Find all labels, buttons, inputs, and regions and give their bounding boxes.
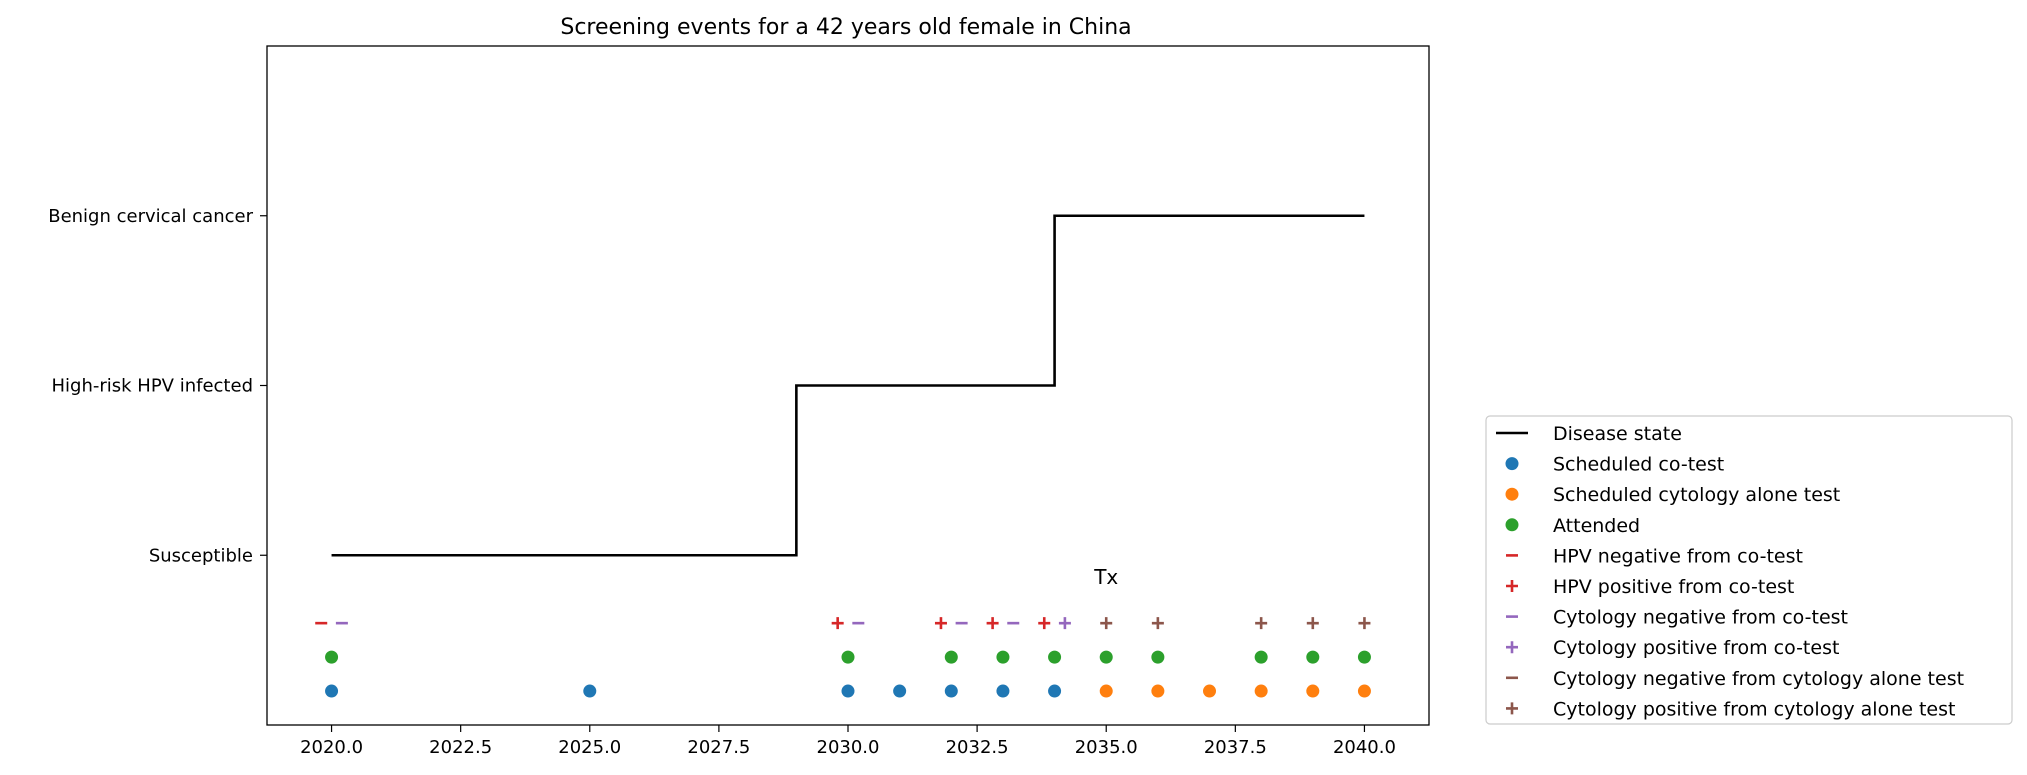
legend-marker-hpv-positive-from-co-test bbox=[1506, 580, 1518, 592]
legend-label-cytology-negative-from-cytology-alone-test: Cytology negative from cytology alone te… bbox=[1553, 668, 1964, 690]
point-hpv-positive-from-co-test bbox=[831, 617, 844, 630]
legend-label-cytology-negative-from-co-test: Cytology negative from co-test bbox=[1553, 607, 1848, 629]
point-attended bbox=[996, 650, 1010, 664]
point-hpv-positive-from-co-test bbox=[934, 617, 947, 630]
legend-marker-attended bbox=[1505, 518, 1519, 532]
legend-label-scheduled-cytology-alone-test: Scheduled cytology alone test bbox=[1553, 484, 1840, 506]
series-line-disease-state bbox=[331, 214, 1365, 557]
point-cytology-positive-from-cytology-alone-test bbox=[1358, 617, 1371, 630]
x-tick-label: 2022.5 bbox=[429, 737, 492, 758]
point-attended bbox=[841, 650, 855, 664]
chart-title: Screening events for a 42 years old fema… bbox=[560, 15, 1131, 40]
x-tick-label: 2040.0 bbox=[1333, 737, 1396, 758]
point-scheduled-co-test bbox=[1048, 684, 1062, 698]
plot-area: 2020.0 2022.5 2025.0 2027.5 2030.0 2032.5 2035… bbox=[48, 206, 1396, 758]
legend-label-disease-state: Disease state bbox=[1553, 423, 1682, 445]
point-cytology-positive-from-cytology-alone-test bbox=[1306, 617, 1319, 630]
y-tick-label: Benign cervical cancer bbox=[48, 206, 253, 227]
x-tick-label: 2035.0 bbox=[1075, 737, 1138, 758]
point-attended bbox=[1306, 650, 1320, 664]
point-scheduled-cytology-alone-test bbox=[1099, 684, 1113, 698]
point-hpv-positive-from-co-test bbox=[986, 617, 999, 630]
x-tick-label: 2025.0 bbox=[558, 737, 621, 758]
x-tick-label: 2030.0 bbox=[817, 737, 880, 758]
x-tick-label: 2032.5 bbox=[946, 737, 1009, 758]
legend-marker-cytology-positive-from-co-test bbox=[1506, 641, 1518, 654]
legend-label-attended: Attended bbox=[1553, 515, 1640, 537]
point-cytology-positive-from-cytology-alone-test bbox=[1151, 617, 1164, 630]
legend-label-scheduled-co-test: Scheduled co-test bbox=[1553, 454, 1724, 476]
point-cytology-positive-from-cytology-alone-test bbox=[1100, 617, 1113, 630]
point-cytology-positive-from-cytology-alone-test bbox=[1255, 617, 1268, 630]
y-tick-label: High-risk HPV infected bbox=[52, 376, 254, 397]
y-tick-label: Susceptible bbox=[149, 545, 253, 566]
point-attended bbox=[1254, 650, 1268, 664]
point-scheduled-co-test bbox=[583, 684, 597, 698]
point-attended bbox=[1357, 650, 1371, 664]
legend-label-cytology-positive-from-co-test: Cytology positive from co-test bbox=[1553, 637, 1839, 659]
legend-marker-cytology-positive-from-cytology-alone-test bbox=[1506, 702, 1518, 715]
point-scheduled-cytology-alone-test bbox=[1306, 684, 1320, 698]
point-attended bbox=[944, 650, 958, 664]
legend-marker-scheduled-co-test bbox=[1505, 457, 1519, 471]
legend-label-hpv-positive-from-co-test: HPV positive from co-test bbox=[1553, 576, 1794, 598]
legend-marker-scheduled-cytology-alone-test bbox=[1505, 487, 1519, 501]
annotation-label: Tx bbox=[1093, 565, 1118, 589]
x-tick-label: 2020.0 bbox=[300, 737, 363, 758]
point-scheduled-cytology-alone-test bbox=[1254, 684, 1268, 698]
point-scheduled-co-test bbox=[841, 684, 855, 698]
point-scheduled-co-test bbox=[944, 684, 958, 698]
point-scheduled-co-test bbox=[893, 684, 907, 698]
legend-label-cytology-positive-from-cytology-alone-test: Cytology positive from cytology alone te… bbox=[1553, 698, 1955, 720]
x-tick-label: 2037.5 bbox=[1204, 737, 1267, 758]
point-cytology-positive-from-co-test bbox=[1058, 617, 1071, 630]
point-scheduled-co-test bbox=[325, 684, 339, 698]
point-scheduled-cytology-alone-test bbox=[1203, 684, 1217, 698]
legend: Disease state Scheduled co-test Scheduled … bbox=[1485, 415, 2013, 725]
point-scheduled-co-test bbox=[996, 684, 1010, 698]
point-scheduled-cytology-alone-test bbox=[1151, 684, 1165, 698]
point-hpv-positive-from-co-test bbox=[1038, 617, 1051, 630]
point-scheduled-cytology-alone-test bbox=[1357, 684, 1371, 698]
point-attended bbox=[1099, 650, 1113, 664]
point-attended bbox=[325, 650, 339, 664]
legend-label-hpv-negative-from-co-test: HPV negative from co-test bbox=[1553, 545, 1803, 567]
legend-frame bbox=[1485, 415, 2013, 725]
x-tick-label: 2027.5 bbox=[687, 737, 750, 758]
point-attended bbox=[1151, 650, 1165, 664]
point-attended bbox=[1048, 650, 1062, 664]
plot-frame bbox=[266, 45, 1430, 726]
